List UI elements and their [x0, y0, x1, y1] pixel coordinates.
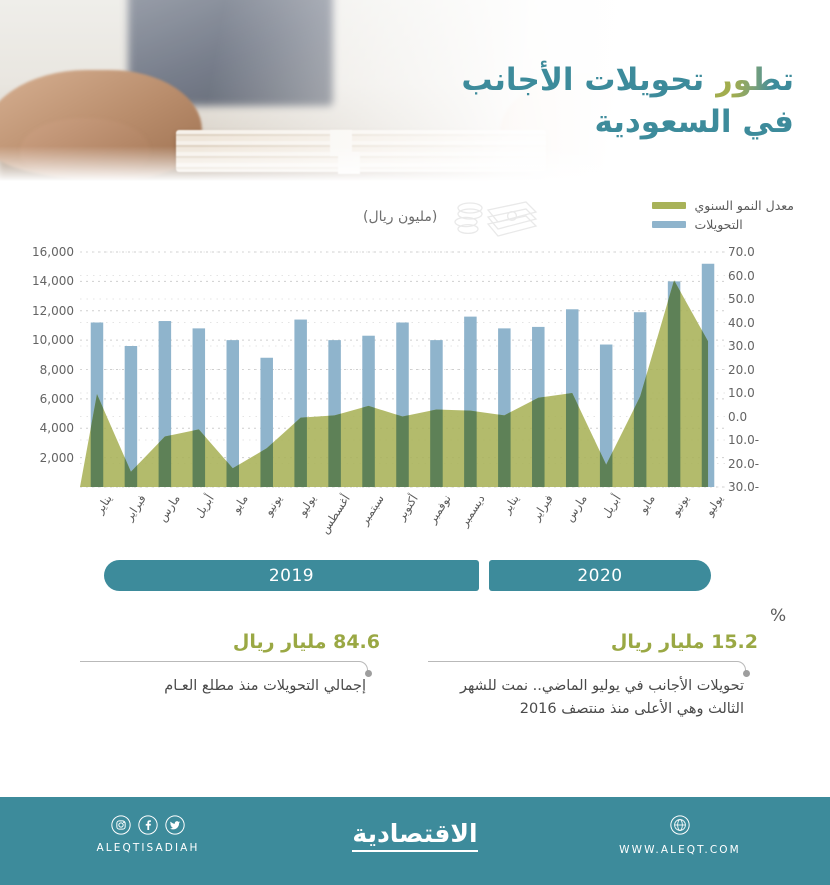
- photo-bottom-fade: [0, 146, 830, 186]
- y-tick-right: 40.0: [728, 315, 755, 330]
- twitter-icon[interactable]: [165, 815, 185, 835]
- y-tick-right: 20.0-: [728, 456, 760, 471]
- stat-value: 84.6 مليار ريال: [232, 631, 380, 653]
- growth-area: [80, 280, 725, 487]
- money-stack-icon: [454, 201, 538, 237]
- chart-legend: معدل النمو السنوي التحويلات: [651, 196, 795, 234]
- stat-value: 15.2 مليار ريال: [610, 631, 758, 653]
- stat-description: تحويلات الأجانب في يوليو الماضي.. نمت لل…: [459, 677, 744, 717]
- publisher-logo-text: الاقتصادية: [352, 819, 479, 852]
- instagram-icon[interactable]: [111, 815, 131, 835]
- chart-area: 2,000 4,000 6,000 8,000 10,000 12,000 14,000 16…: [0, 243, 830, 626]
- bar: [226, 340, 240, 487]
- legend-label-growth: معدل النمو السنوي: [694, 198, 795, 213]
- y-tick-left: 14,000: [32, 274, 74, 289]
- year-band-2020: 2020: [489, 560, 711, 591]
- y-tick-left: 12,000: [32, 303, 74, 318]
- y-tick-right: 10.0: [728, 386, 755, 400]
- stat-total-remittances: 84.6 مليار ريال إجمالي التحويلات منذ مطل…: [80, 628, 380, 698]
- legend-swatch-remittances: [651, 221, 686, 228]
- facebook-icon[interactable]: [138, 815, 158, 835]
- year-band-2019: 2019: [104, 560, 479, 591]
- legend-item-remittances: التحويلات: [651, 215, 795, 234]
- title-line-1: تطور تحويلات الأجانب: [461, 60, 794, 102]
- stat-july-remittances: 15.2 مليار ريال تحويلات الأجانب في يوليو…: [428, 628, 758, 721]
- units-label: (مليون ريال): [363, 209, 438, 225]
- y-tick-right: 50.0: [728, 292, 755, 306]
- title-line-2: في السعودية: [594, 103, 794, 140]
- plot-canvas: [80, 243, 725, 488]
- y-tick-right: 10.0-: [728, 433, 760, 447]
- website-icon-row: [580, 815, 780, 835]
- legend-swatch-growth: [651, 202, 686, 209]
- publisher-logo: الاقتصادية: [0, 819, 830, 852]
- legend-item-growth: معدل النمو السنوي: [651, 196, 795, 215]
- y-tick-right: 70.0: [728, 245, 755, 259]
- y-tick-left: 8,000: [39, 362, 74, 377]
- y-tick-right: 0.0: [728, 409, 748, 424]
- y-tick-right: 30.0-: [728, 480, 760, 494]
- connector-dot: [743, 669, 750, 677]
- stat-connector: [428, 659, 758, 677]
- footer-website-block: WWW.ALEQT.COM: [580, 815, 780, 856]
- y-tick-left: 2,000: [39, 450, 74, 465]
- title-part-evolution: تطور: [714, 62, 794, 98]
- y-tick-right: 30.0: [728, 339, 755, 353]
- chart-svg: [80, 251, 725, 488]
- social-handle: ALEQTISADIAH: [96, 842, 200, 854]
- bar: [124, 346, 138, 487]
- y-tick-left: 4,000: [39, 421, 74, 436]
- website-url: WWW.ALEQT.COM: [619, 844, 741, 856]
- y-tick-left: 6,000: [39, 391, 74, 406]
- bar-overlap: [667, 281, 681, 487]
- hero-photo-banner: [0, 0, 830, 186]
- stat-connector: [80, 659, 380, 677]
- key-statistics: 15.2 مليار ريال تحويلات الأجانب في يوليو…: [0, 628, 830, 758]
- footer-social-block: ALEQTISADIAH: [58, 815, 238, 854]
- social-icon-row: [58, 815, 238, 835]
- stat-description: إجمالي التحويلات منذ مطلع العـام: [164, 677, 366, 694]
- connector-dot: [365, 669, 372, 677]
- percent-axis-label: %: [770, 606, 787, 626]
- footer-bar: ALEQTISADIAH الاقتصادية WWW.ALEQT.COM: [0, 797, 830, 885]
- globe-icon[interactable]: [670, 815, 690, 835]
- legend-label-remittances: التحويلات: [694, 217, 743, 232]
- y-tick-left: 10,000: [32, 333, 74, 348]
- title-part-remittances: تحويلات الأجانب: [461, 62, 705, 98]
- year-bands: 2019 2020: [0, 560, 830, 592]
- y-tick-right: 20.0: [728, 362, 755, 377]
- y-tick-left: 16,000: [32, 245, 74, 259]
- y-tick-right: 60.0: [728, 268, 755, 283]
- x-axis-labels: يناير فبراير مارس أبريل مايو يونيو يوليو أغسطس س…: [80, 492, 726, 556]
- page-title: تطور تحويلات الأجانب في السعودية: [461, 60, 794, 144]
- bar: [599, 344, 613, 487]
